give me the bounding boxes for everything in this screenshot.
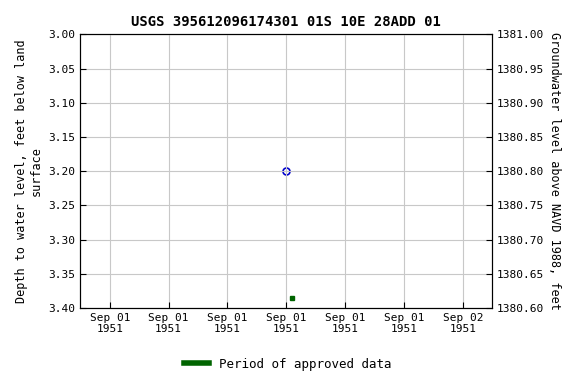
Legend: Period of approved data: Period of approved data: [179, 353, 397, 376]
Title: USGS 395612096174301 01S 10E 28ADD 01: USGS 395612096174301 01S 10E 28ADD 01: [131, 15, 441, 29]
Y-axis label: Groundwater level above NAVD 1988, feet: Groundwater level above NAVD 1988, feet: [548, 32, 561, 310]
Y-axis label: Depth to water level, feet below land
surface: Depth to water level, feet below land su…: [15, 39, 43, 303]
